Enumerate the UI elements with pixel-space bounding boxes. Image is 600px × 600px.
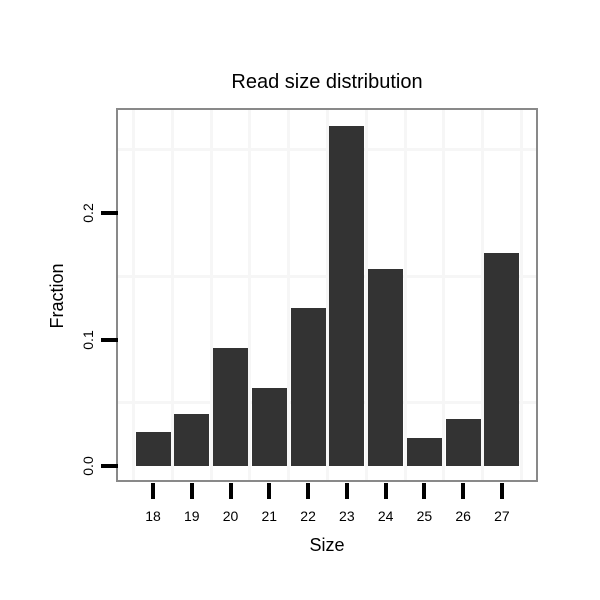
x-tick [461,483,466,499]
x-tick-label: 18 [145,508,161,524]
x-tick-label: 26 [455,508,471,524]
y-axis-label: Fraction [47,263,67,329]
bar [135,432,171,466]
x-tick [306,483,311,499]
v-gridline [170,110,174,480]
v-gridline [287,110,291,480]
y-tick-label: 0.2 [80,203,96,223]
x-tick [151,483,155,499]
x-tick-label: 22 [300,508,316,524]
x-tick-label: 27 [494,508,510,524]
x-tick-label: 24 [377,508,394,524]
bar [484,253,520,466]
x-tick-label: 25 [416,508,433,524]
x-tick [422,483,427,499]
x-tick-label: 19 [183,508,200,524]
v-gridline [132,110,136,480]
bar [213,348,249,466]
x-tick [383,483,388,499]
chart-title: Read size distribution [231,71,423,93]
v-gridline [403,110,407,480]
v-gridline [481,110,485,480]
bar [329,126,365,466]
v-gridline [364,110,368,480]
x-tick-label: 21 [261,508,278,524]
bar [251,388,287,466]
v-gridline [248,110,252,480]
x-tick [499,483,504,499]
x-tick-label: 23 [339,508,355,524]
bar [445,419,481,466]
y-tick [101,337,118,342]
bar [290,308,326,466]
v-gridline [209,110,213,480]
y-tick-label: 0.0 [80,456,96,476]
x-tick [228,483,233,499]
v-gridline [519,110,523,480]
y-tick-label: 0.1 [80,329,96,350]
bar [174,414,210,466]
x-tick [189,483,194,499]
y-tick [101,464,118,468]
x-axis-label: Size [309,535,345,555]
x-tick [267,483,272,499]
bar [368,269,404,466]
x-tick-label: 20 [222,508,239,524]
x-tick [344,483,349,499]
plot-panel [116,108,538,482]
v-gridline [442,110,446,480]
y-tick [101,211,118,215]
bar [406,438,442,466]
v-gridline [325,110,329,480]
